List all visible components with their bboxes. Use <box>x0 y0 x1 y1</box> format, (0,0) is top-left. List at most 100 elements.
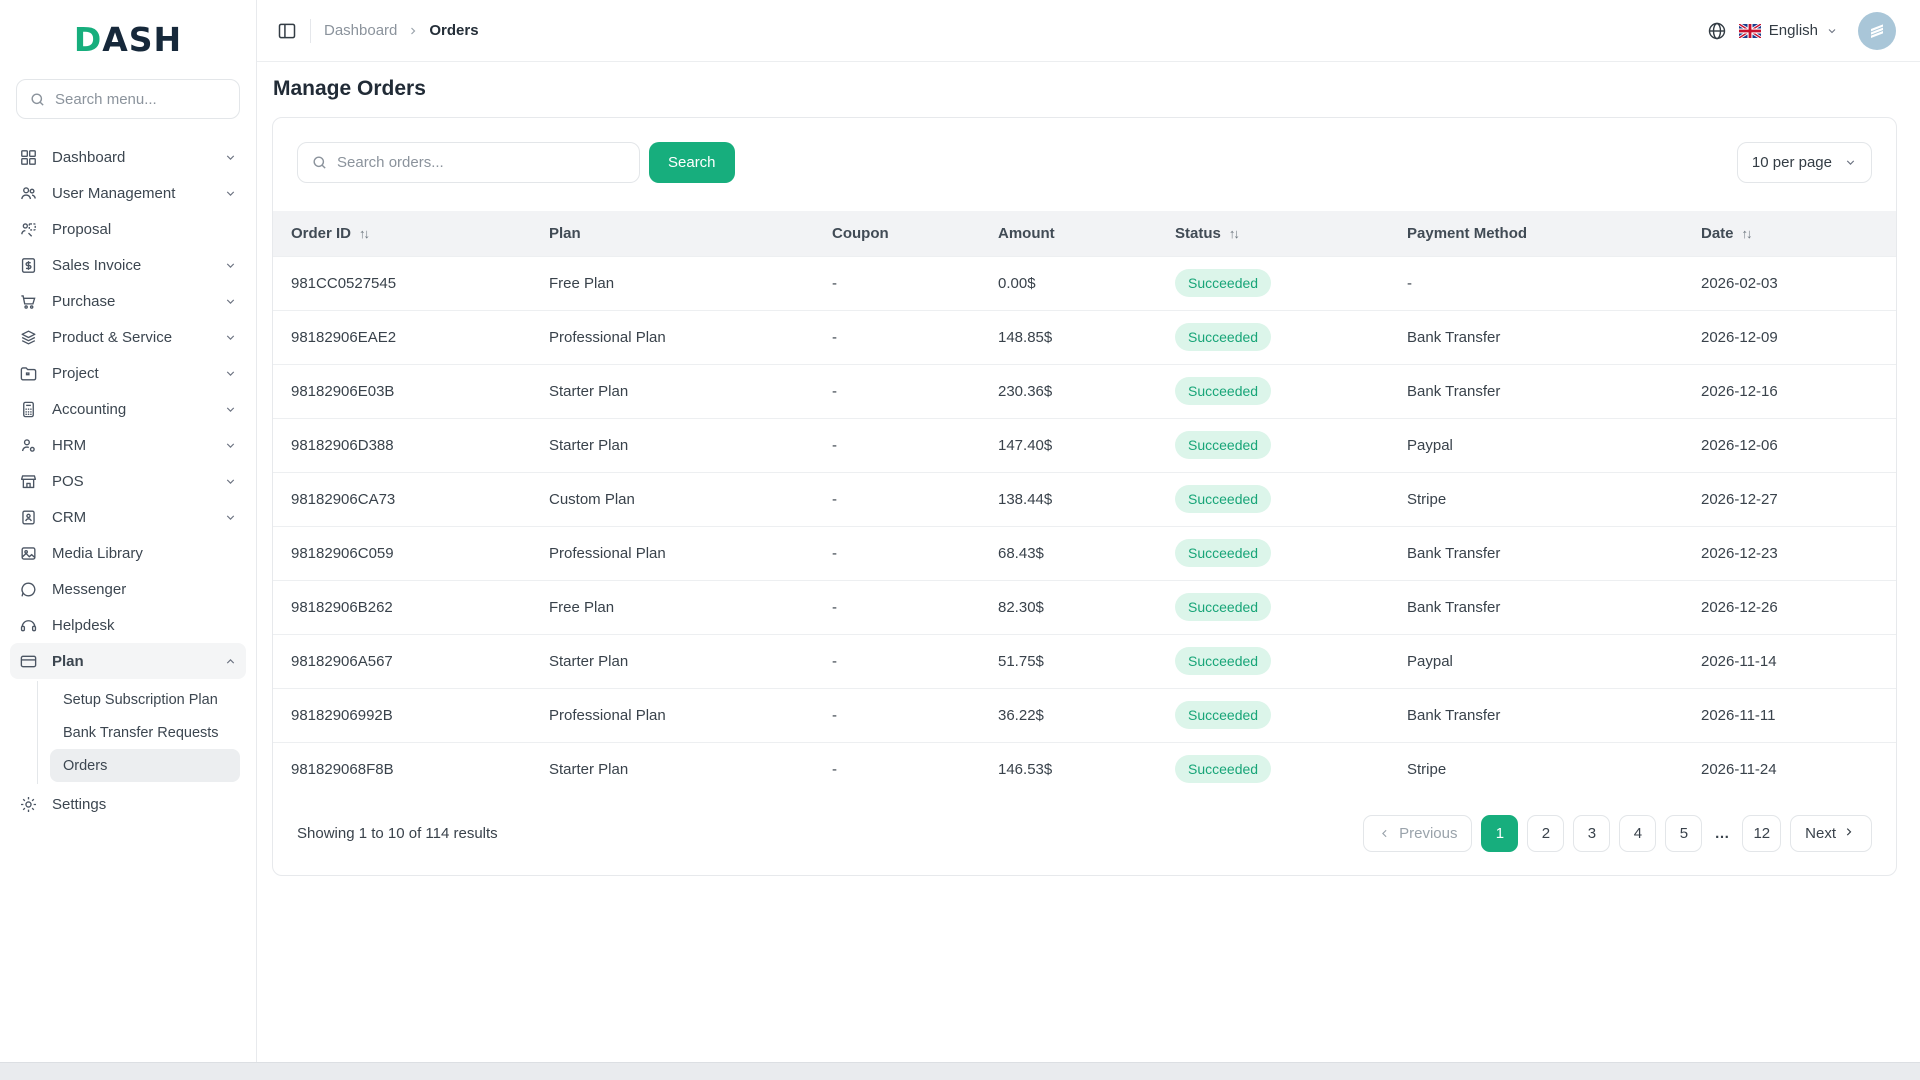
topbar-divider <box>310 18 311 43</box>
orders-search-input[interactable] <box>337 154 626 171</box>
cell-payment-method: Paypal <box>1395 633 1689 688</box>
sidebar-subitem-orders[interactable]: Orders <box>50 749 240 782</box>
cell-plan: Free Plan <box>537 579 820 634</box>
sort-icon[interactable]: ↑↓ <box>359 225 370 241</box>
column-header-order-id[interactable]: Order ID ↑↓ <box>273 211 537 256</box>
sidebar-toggle-icon[interactable] <box>277 21 297 41</box>
page-button-2[interactable]: 2 <box>1527 815 1565 852</box>
cell-amount: 147.40$ <box>986 417 1163 472</box>
cell-coupon: - <box>820 741 986 796</box>
page-button-3[interactable]: 3 <box>1573 815 1611 852</box>
sidebar-item-helpdesk[interactable]: Helpdesk <box>10 607 246 643</box>
cell-status: Succeeded <box>1163 579 1395 634</box>
sidebar-item-media-library[interactable]: Media Library <box>10 535 246 571</box>
cell-date: 2026-12-27 <box>1689 471 1896 526</box>
table-row: 98182906EAE2 Professional Plan - 148.85$… <box>273 309 1896 364</box>
cell-plan: Starter Plan <box>537 633 820 688</box>
sidebar-item-messenger[interactable]: Messenger <box>10 571 246 607</box>
sort-icon[interactable]: ↑↓ <box>1228 225 1240 241</box>
sidebar-item-label: Purchase <box>52 292 116 310</box>
next-page-button[interactable]: Next <box>1790 815 1872 852</box>
cell-status: Succeeded <box>1163 633 1395 688</box>
logo-rest: ASH <box>102 20 183 59</box>
search-button[interactable]: Search <box>649 142 735 183</box>
sidebar-item-proposal[interactable]: Proposal <box>10 211 246 247</box>
users-icon <box>19 183 39 203</box>
sidebar-item-purchase[interactable]: Purchase <box>10 283 246 319</box>
cell-coupon: - <box>820 471 986 526</box>
user-avatar[interactable] <box>1858 11 1896 50</box>
cell-date: 2026-11-14 <box>1689 633 1896 688</box>
cell-order-id: 98182906C059 <box>273 525 537 580</box>
sort-icon[interactable]: ↑↓ <box>1741 225 1753 241</box>
cell-amount: 51.75$ <box>986 633 1163 688</box>
sidebar-item-label: HRM <box>52 436 87 454</box>
sidebar-item-pos[interactable]: POS <box>10 463 246 499</box>
sidebar-subitem-setup-subscription-plan[interactable]: Setup Subscription Plan <box>50 683 240 716</box>
breadcrumb-dashboard[interactable]: Dashboard <box>324 22 398 39</box>
sidebar-item-label: Accounting <box>52 400 127 418</box>
cell-amount: 82.30$ <box>986 579 1163 634</box>
table-row: 98182906B262 Free Plan - 82.30$ Succeede… <box>273 579 1896 634</box>
page-button-12[interactable]: 12 <box>1742 815 1782 852</box>
sidebar-item-project[interactable]: Project <box>10 355 246 391</box>
language-selector[interactable]: English <box>1738 22 1838 39</box>
page-button-5[interactable]: 5 <box>1665 815 1703 852</box>
chevron-down-icon <box>224 403 237 416</box>
cell-payment-method: Bank Transfer <box>1395 687 1689 742</box>
cell-amount: 230.36$ <box>986 363 1163 418</box>
page-button-4[interactable]: 4 <box>1619 815 1657 852</box>
chevron-down-icon <box>224 367 237 380</box>
cell-date: 2026-12-23 <box>1689 525 1896 580</box>
sidebar-item-sales-invoice[interactable]: Sales Invoice <box>10 247 246 283</box>
globe-icon[interactable] <box>1707 21 1727 41</box>
sidebar-item-settings[interactable]: Settings <box>10 786 246 822</box>
sidebar-item-plan[interactable]: Plan <box>10 643 246 679</box>
column-label: Date <box>1701 224 1734 242</box>
contact-card-icon <box>19 507 39 527</box>
cell-order-id: 98182906E03B <box>273 363 537 418</box>
per-page-select[interactable]: 10 per page <box>1736 142 1872 183</box>
sidebar-search-input[interactable] <box>55 90 254 108</box>
chevron-down-icon <box>224 331 237 344</box>
status-badge: Succeeded <box>1175 593 1272 621</box>
status-badge: Succeeded <box>1175 377 1272 405</box>
sidebar-item-label: Dashboard <box>52 148 126 166</box>
chevron-up-icon <box>224 655 237 668</box>
column-label: Payment Method <box>1407 224 1528 242</box>
table-row: 98182906D388 Starter Plan - 147.40$ Succ… <box>273 417 1896 472</box>
cell-date: 2026-12-16 <box>1689 363 1896 418</box>
cell-order-id: 98182906EAE2 <box>273 309 537 364</box>
status-badge: Succeeded <box>1175 431 1272 459</box>
sidebar-item-product-service[interactable]: Product & Service <box>10 319 246 355</box>
sidebar-subitem-bank-transfer-requests[interactable]: Bank Transfer Requests <box>50 716 240 749</box>
cell-amount: 68.43$ <box>986 525 1163 580</box>
sidebar-item-user-management[interactable]: User Management <box>10 175 246 211</box>
sidebar-item-accounting[interactable]: Accounting <box>10 391 246 427</box>
orders-table: Order ID ↑↓ Plan Coupon Amount Status ↑↓ Paymen… <box>273 211 1896 796</box>
column-header-date[interactable]: Date ↑↓ <box>1689 211 1896 256</box>
cell-coupon: - <box>820 255 986 310</box>
cart-icon <box>19 291 39 311</box>
sidebar-item-label: Media Library <box>52 544 143 562</box>
column-label: Order ID <box>291 224 352 242</box>
previous-page-button[interactable]: Previous <box>1363 815 1473 852</box>
cell-order-id: 98182906CA73 <box>273 471 537 526</box>
invoice-icon <box>19 255 39 275</box>
cell-coupon: - <box>820 363 986 418</box>
sidebar-item-hrm[interactable]: HRM <box>10 427 246 463</box>
sidebar-item-dashboard[interactable]: Dashboard <box>10 139 246 175</box>
page-button-1[interactable]: 1 <box>1481 815 1519 852</box>
column-header-status[interactable]: Status ↑↓ <box>1163 211 1395 256</box>
sidebar-item-crm[interactable]: CRM <box>10 499 246 535</box>
sidebar-item-label: Project <box>52 364 99 382</box>
proposal-icon <box>19 219 39 239</box>
cell-status: Succeeded <box>1163 417 1395 472</box>
cell-plan: Free Plan <box>537 255 820 310</box>
sidebar-item-label: Messenger <box>52 580 127 598</box>
orders-search <box>297 142 640 183</box>
topbar: Dashboard Orders <box>257 0 1920 62</box>
page-content: Manage Orders Search 10 per page <box>257 62 1920 1062</box>
sidebar-item-label: CRM <box>52 508 87 526</box>
table-row: 98182906992B Professional Plan - 36.22$ … <box>273 687 1896 742</box>
